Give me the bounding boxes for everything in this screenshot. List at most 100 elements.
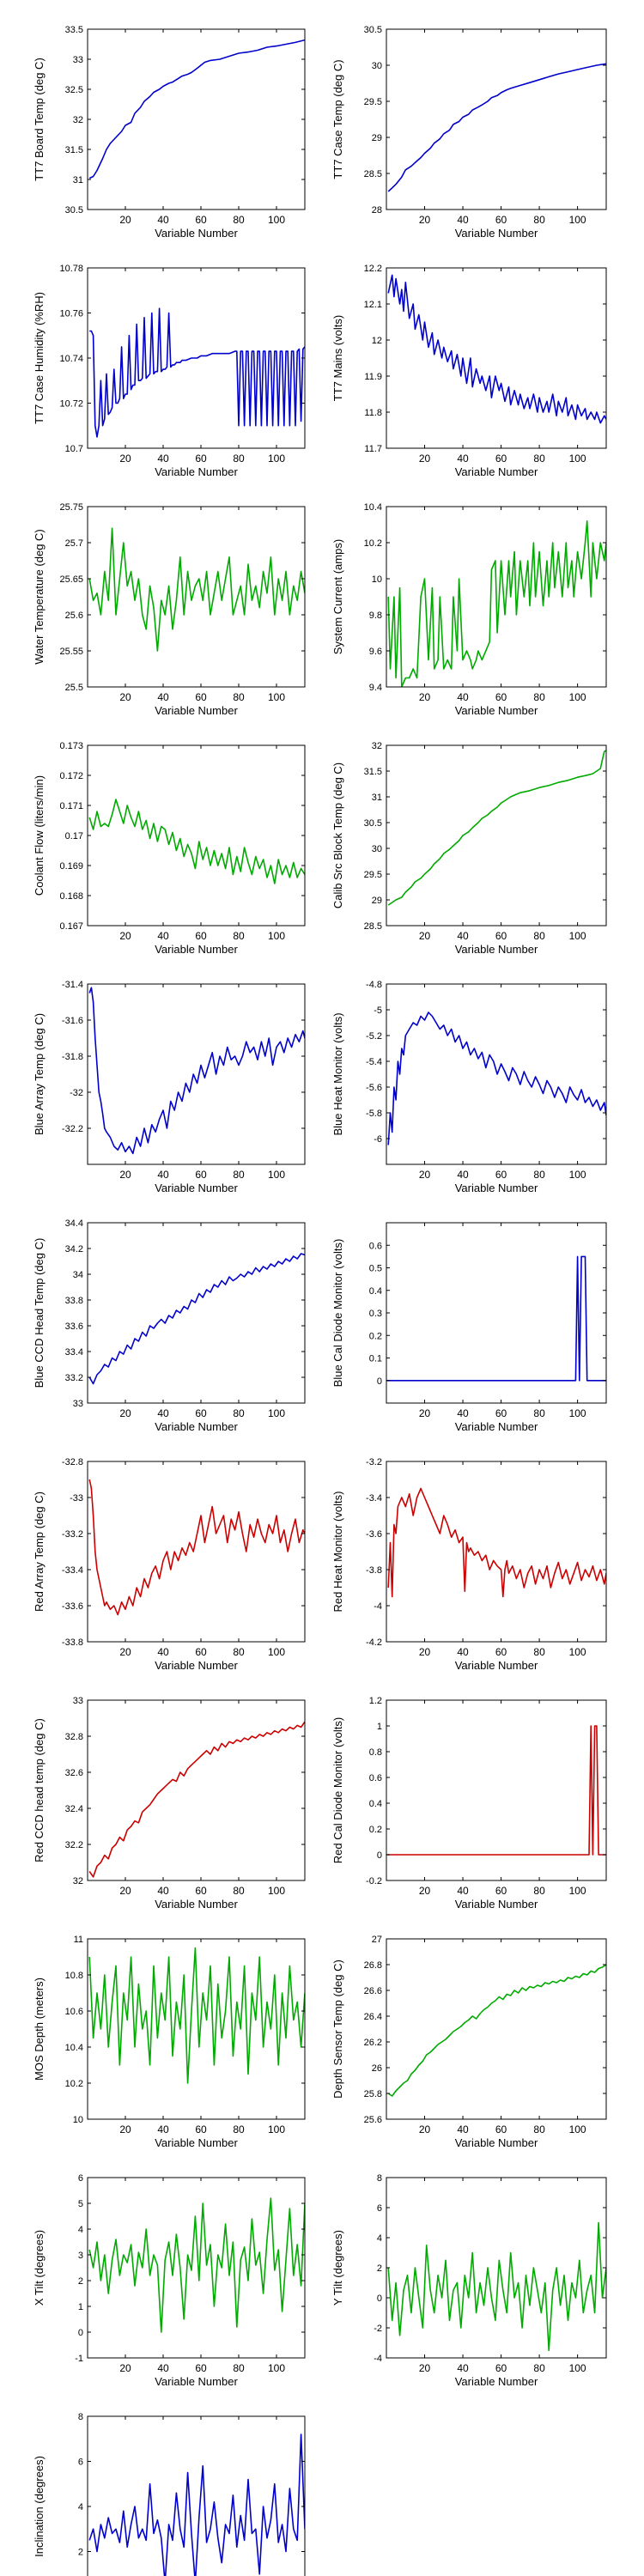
y-tick-label: 12.1 [364, 300, 382, 310]
x-axis-label: Variable Number [155, 1898, 238, 1911]
y-tick-label: 6 [78, 2458, 83, 2468]
y-tick-label: -5 [374, 1005, 382, 1016]
plot-frame [386, 744, 607, 927]
series-line-1 [387, 520, 606, 687]
y-tick-label: 0.172 [59, 771, 83, 781]
chart-7: 20 40 60 80 100 0.167 0.168 0.169 0.17 0.171 0.172… [33, 741, 306, 956]
y-tick-label: 32 [73, 115, 83, 125]
plot-frame [386, 1699, 607, 1881]
x-axis-label: Variable Number [455, 943, 538, 956]
y-tick-label: -4.2 [366, 1637, 382, 1648]
y-tick-label: 10.4 [65, 2043, 83, 2053]
y-tick-label: 0.169 [59, 861, 83, 872]
y-tick-label: 10.2 [65, 2079, 83, 2089]
x-tick-label: 20 [419, 1646, 431, 1658]
x-tick-label: 40 [457, 691, 469, 703]
chart-11: 20 40 60 80 100 33 33.2 33.4 33.6 33.8 34 34.2 34.4 V… [33, 1218, 306, 1433]
series-line-1 [386, 1725, 606, 1856]
y-tick-label: 10 [372, 574, 382, 585]
y-tick-label: -33.4 [62, 1565, 83, 1576]
y-tick-label: -31.6 [62, 1016, 83, 1026]
y-tick-label: 4 [78, 2502, 83, 2512]
y-tick-label: -32.8 [62, 1457, 83, 1467]
y-tick-label: 25.7 [65, 538, 83, 549]
y-tick-label: 0.17 [65, 831, 83, 841]
plot-frame [386, 1461, 607, 1643]
y-tick-label: 28.5 [364, 169, 382, 179]
x-tick-label: 60 [195, 930, 207, 942]
x-tick-label: 40 [457, 1169, 469, 1181]
series-line-1 [387, 274, 606, 424]
y-tick-label: -3.6 [366, 1529, 382, 1540]
x-tick-label: 40 [157, 691, 169, 703]
y-tick-label: 10.76 [59, 309, 83, 319]
y-tick-label: -5.4 [366, 1057, 382, 1067]
y-tick-label: 11.9 [364, 372, 382, 382]
y-tick-label: -4 [374, 1601, 382, 1612]
x-tick-label: 40 [457, 453, 469, 465]
y-tick-label: 0.4 [369, 1286, 382, 1297]
y-tick-label: 30 [372, 61, 382, 71]
chart-5: 20 40 60 80 100 25.5 25.55 25.6 25.65 25.7 25.75 Va… [33, 502, 306, 717]
x-tick-label: 60 [495, 214, 507, 226]
x-tick-label: 20 [119, 1885, 131, 1897]
y-tick-label: 8 [377, 2173, 382, 2184]
plot-frame [87, 1222, 306, 1404]
x-tick-label: 60 [195, 2362, 207, 2374]
y-tick-label: 26.8 [364, 1960, 382, 1971]
x-tick-label: 60 [495, 2123, 507, 2136]
y-tick-label: 32.4 [65, 1804, 83, 1814]
y-tick-label: 31.5 [65, 145, 83, 155]
plot-frame [87, 1938, 306, 2120]
chart-1: 20 40 60 80 100 30.5 31 31.5 32 32.5 33 33.5 Variabl… [33, 25, 306, 240]
chart-13: 20 40 60 80 100 -33.8 -33.6 -33.4 -33.2 -33 -32.8 V… [33, 1457, 306, 1672]
y-tick-label: 8 [78, 2412, 83, 2422]
y-tick-label: 33.4 [65, 1347, 83, 1358]
x-tick-label: 20 [119, 2362, 131, 2374]
y-tick-label: 0.173 [59, 741, 83, 751]
x-tick-label: 60 [495, 1169, 507, 1181]
x-tick-label: 60 [495, 691, 507, 703]
x-tick-label: 20 [419, 1885, 431, 1897]
plot-frame [87, 2415, 306, 2576]
x-tick-label: 60 [195, 691, 207, 703]
x-axis-label: Variable Number [455, 227, 538, 240]
y-axis-label: Red Array Temp (deg C) [33, 1492, 46, 1612]
y-tick-label: -4.8 [366, 980, 382, 990]
y-tick-label: 9.6 [369, 647, 382, 657]
x-tick-label: 40 [457, 1646, 469, 1658]
x-axis-label: Variable Number [455, 1420, 538, 1433]
x-tick-label: 40 [457, 1885, 469, 1897]
y-tick-label: -5.2 [366, 1031, 382, 1042]
y-tick-label: 0 [377, 1850, 382, 1861]
y-tick-label: 26 [372, 2063, 382, 2074]
x-tick-label: 20 [419, 2362, 431, 2374]
x-tick-label: 60 [195, 1169, 207, 1181]
y-tick-label: 32.5 [65, 85, 83, 95]
x-tick-label: 100 [569, 1885, 586, 1897]
y-axis-label: Depth Sensor Temp (deg C) [331, 1959, 344, 2099]
y-tick-label: 0.167 [59, 921, 83, 932]
y-tick-label: 11 [74, 1935, 83, 1945]
y-tick-label: 34.4 [65, 1218, 83, 1229]
x-tick-label: 80 [233, 1169, 245, 1181]
y-axis-label: Blue Array Temp (deg C) [33, 1013, 46, 1135]
x-axis-label: Variable Number [455, 1182, 538, 1194]
x-tick-label: 20 [419, 691, 431, 703]
y-tick-label: 30 [372, 844, 382, 854]
y-tick-label: 32 [372, 741, 382, 751]
series-line-1 [88, 799, 305, 884]
y-tick-label: -5.8 [366, 1109, 382, 1119]
x-tick-label: 40 [457, 1407, 469, 1419]
y-axis-label: Red Heat Monitor (volts) [331, 1492, 344, 1613]
y-axis-label: Y Tilt (degrees) [331, 2230, 344, 2306]
y-tick-label: 28 [372, 205, 382, 216]
y-tick-label: 25.6 [65, 611, 83, 621]
y-tick-label: 27 [372, 1935, 382, 1945]
y-tick-label: 0.3 [369, 1309, 382, 1319]
plot-frame [87, 1461, 306, 1643]
x-tick-label: 100 [569, 2123, 586, 2136]
y-axis-label: TT7 Mains (volts) [331, 315, 344, 401]
y-axis-label: Inclination (degrees) [33, 2456, 46, 2557]
